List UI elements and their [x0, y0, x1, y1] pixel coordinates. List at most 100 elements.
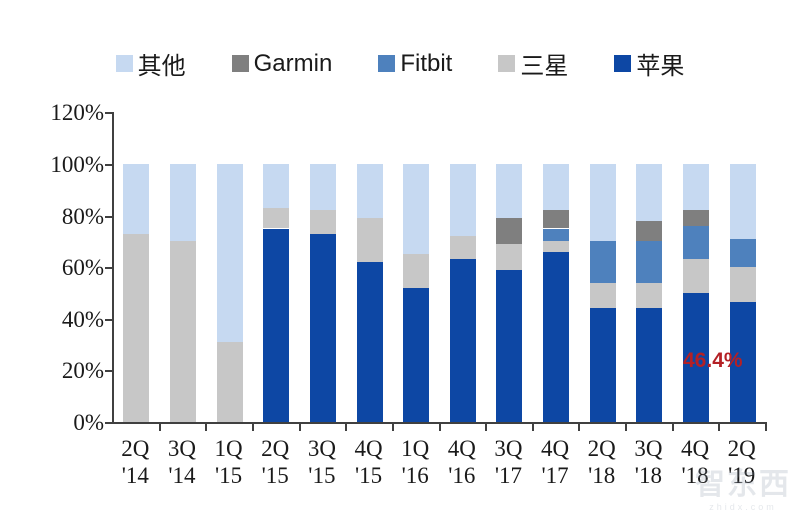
- x-axis-category-label: 3Q '15: [307, 436, 336, 489]
- y-axis-tick-label: 0%: [73, 410, 104, 435]
- bar-segment-其他: [636, 164, 663, 221]
- bar-segment-三星: [449, 236, 476, 260]
- y-axis-tick: [105, 370, 112, 373]
- bar-segment-三星: [263, 207, 290, 229]
- bar-segment-Fitbit: [683, 225, 710, 260]
- bar-segment-其他: [449, 164, 476, 237]
- bar-segment-苹果: [589, 308, 616, 422]
- y-axis-tick: [105, 267, 112, 270]
- bar-segment-苹果: [449, 259, 476, 422]
- bar-segment-其他: [729, 164, 756, 239]
- x-axis-category-label: 3Q '14: [167, 436, 197, 489]
- x-axis-category-label: 2Q '14: [121, 436, 150, 489]
- bar-segment-其他: [216, 164, 243, 343]
- y-axis-tick-label: 60%: [61, 255, 104, 281]
- legend-item-其他: 其他: [115, 46, 186, 81]
- x-axis-category-label: 2Q '18: [587, 436, 616, 489]
- x-axis-category-label: 4Q '18: [680, 436, 710, 489]
- bar-segment-三星: [636, 282, 663, 309]
- bar-segment-其他: [496, 164, 523, 219]
- bar-segment-三星: [216, 342, 243, 422]
- bar-segment-其他: [683, 164, 710, 211]
- x-axis-tick: [765, 424, 767, 431]
- y-axis-tick-label: 80%: [61, 203, 104, 229]
- bar-segment-其他: [543, 164, 570, 211]
- legend-label: Fitbit: [400, 49, 453, 77]
- y-axis-tick: [105, 164, 112, 166]
- bar-segment-Garmin: [683, 210, 710, 226]
- bar-segment-其他: [263, 164, 290, 208]
- legend-swatch-icon: [498, 55, 516, 72]
- bar-segment-三星: [683, 259, 710, 293]
- x-axis-tick: [671, 424, 674, 431]
- legend-item-Fitbit: Fitbit: [378, 50, 452, 78]
- bar-segment-三星: [356, 218, 383, 263]
- legend-label: 三星: [520, 53, 569, 80]
- x-axis-category-label: 4Q '16: [447, 436, 476, 489]
- x-axis-tick: [391, 424, 394, 431]
- x-axis-category-label: 2Q '19: [727, 436, 756, 489]
- bar-segment-三星: [403, 254, 430, 288]
- bar-segment-三星: [729, 267, 756, 303]
- bar-segment-三星: [169, 241, 196, 422]
- bar-segment-其他: [589, 164, 616, 242]
- legend-label: 苹果: [636, 53, 685, 80]
- bar-segment-苹果: [636, 308, 663, 422]
- x-axis-tick: [578, 424, 581, 431]
- bar-segment-三星: [543, 241, 570, 252]
- legend-label: 其他: [137, 53, 186, 80]
- x-axis-tick: [625, 424, 628, 431]
- bar-segment-Fitbit: [543, 228, 570, 242]
- y-axis-tick: [105, 318, 112, 321]
- bar-segment-其他: [309, 164, 336, 211]
- bar-segment-Fitbit: [729, 238, 756, 268]
- y-axis-tick-label: 100%: [50, 152, 104, 177]
- bar-segment-其他: [123, 164, 150, 234]
- bar-segment-三星: [496, 243, 523, 270]
- bar-segment-苹果: [403, 287, 430, 422]
- bar-segment-Garmin: [636, 220, 663, 242]
- legend-item-Garmin: Garmin: [231, 49, 333, 78]
- bar-segment-三星: [309, 210, 336, 234]
- x-axis-tick: [718, 424, 721, 431]
- x-axis-category-label: 4Q '17: [541, 436, 570, 489]
- x-axis-tick: [298, 424, 301, 431]
- x-axis-tick: [531, 424, 534, 431]
- x-axis-category-label: 3Q '18: [634, 436, 663, 489]
- bar-segment-Garmin: [543, 210, 570, 229]
- y-axis-tick: [105, 422, 112, 424]
- legend-item-三星: 三星: [498, 46, 568, 81]
- legend-swatch-icon: [378, 55, 396, 72]
- bar-segment-其他: [169, 164, 196, 242]
- x-axis-tick: [438, 424, 441, 431]
- x-axis-category-label: 1Q '16: [401, 436, 430, 489]
- x-axis-category-label: 4Q '15: [354, 436, 383, 489]
- legend-label: Garmin: [253, 49, 333, 77]
- y-axis-tick-label: 120%: [50, 100, 104, 126]
- bar-segment-苹果: [496, 269, 523, 422]
- bar-segment-其他: [356, 164, 383, 219]
- bar-segment-苹果: [309, 233, 336, 422]
- y-axis-line: [112, 112, 114, 424]
- chart-legend: 其他 Garmin Fitbit 三星 苹果: [0, 46, 800, 81]
- bar-segment-Garmin: [496, 218, 523, 244]
- bar-segment-苹果: [729, 302, 756, 422]
- bar-segment-三星: [589, 282, 616, 309]
- bar-segment-苹果: [263, 228, 290, 422]
- x-axis-line: [112, 422, 767, 424]
- legend-item-苹果: 苹果: [614, 46, 684, 81]
- y-axis-tick: [105, 112, 112, 115]
- x-axis-tick: [345, 424, 348, 431]
- bar-segment-苹果: [683, 293, 710, 422]
- bar-segment-苹果: [356, 262, 383, 422]
- x-axis-category-label: 3Q '17: [494, 436, 523, 489]
- legend-swatch-icon: [115, 55, 133, 72]
- x-axis-category-label: 2Q '15: [261, 436, 290, 489]
- bar-segment-Fitbit: [636, 241, 663, 283]
- legend-swatch-icon: [231, 55, 249, 72]
- x-axis-tick: [251, 424, 254, 431]
- bar-segment-苹果: [543, 251, 570, 422]
- y-axis-tick-label: 40%: [61, 306, 104, 332]
- x-axis-tick: [485, 424, 488, 431]
- legend-swatch-icon: [614, 55, 632, 72]
